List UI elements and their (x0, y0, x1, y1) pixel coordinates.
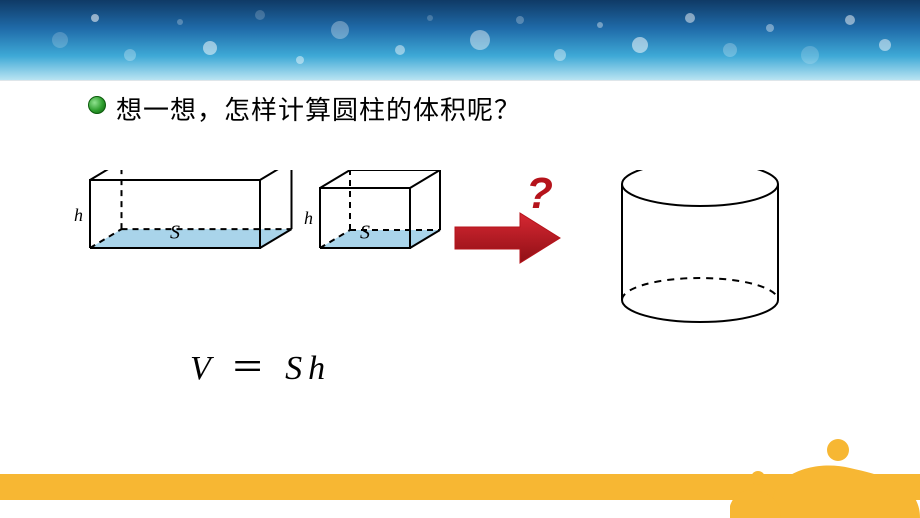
slide-stage: 想一想，怎样计算圆柱的体积呢？ hS hS ? V ＝ Sh (0, 0, 920, 518)
formula-h: h (308, 350, 331, 387)
svg-text:S: S (360, 222, 370, 244)
svg-text:h: h (304, 208, 313, 228)
question-text: 想一想，怎样计算圆柱的体积呢？ (116, 90, 521, 127)
svg-text:h: h (74, 205, 83, 225)
shapes-diagram: hS hS ? (40, 170, 880, 340)
formula-eq: ＝ (231, 350, 271, 387)
arrow-icon (455, 213, 560, 263)
rectangular-prism-1: hS (74, 170, 292, 248)
question-mark: ? (526, 170, 553, 218)
rectangular-prism-2: hS (304, 170, 440, 248)
formula-V: V (190, 350, 216, 387)
volume-formula: V ＝ Sh (190, 340, 331, 389)
formula-S: S (285, 350, 308, 387)
cylinder-shape (622, 170, 778, 322)
svg-text:S: S (170, 221, 180, 243)
bullet-icon (88, 96, 106, 114)
top-water-band (0, 0, 920, 80)
corner-blobs (730, 428, 920, 518)
